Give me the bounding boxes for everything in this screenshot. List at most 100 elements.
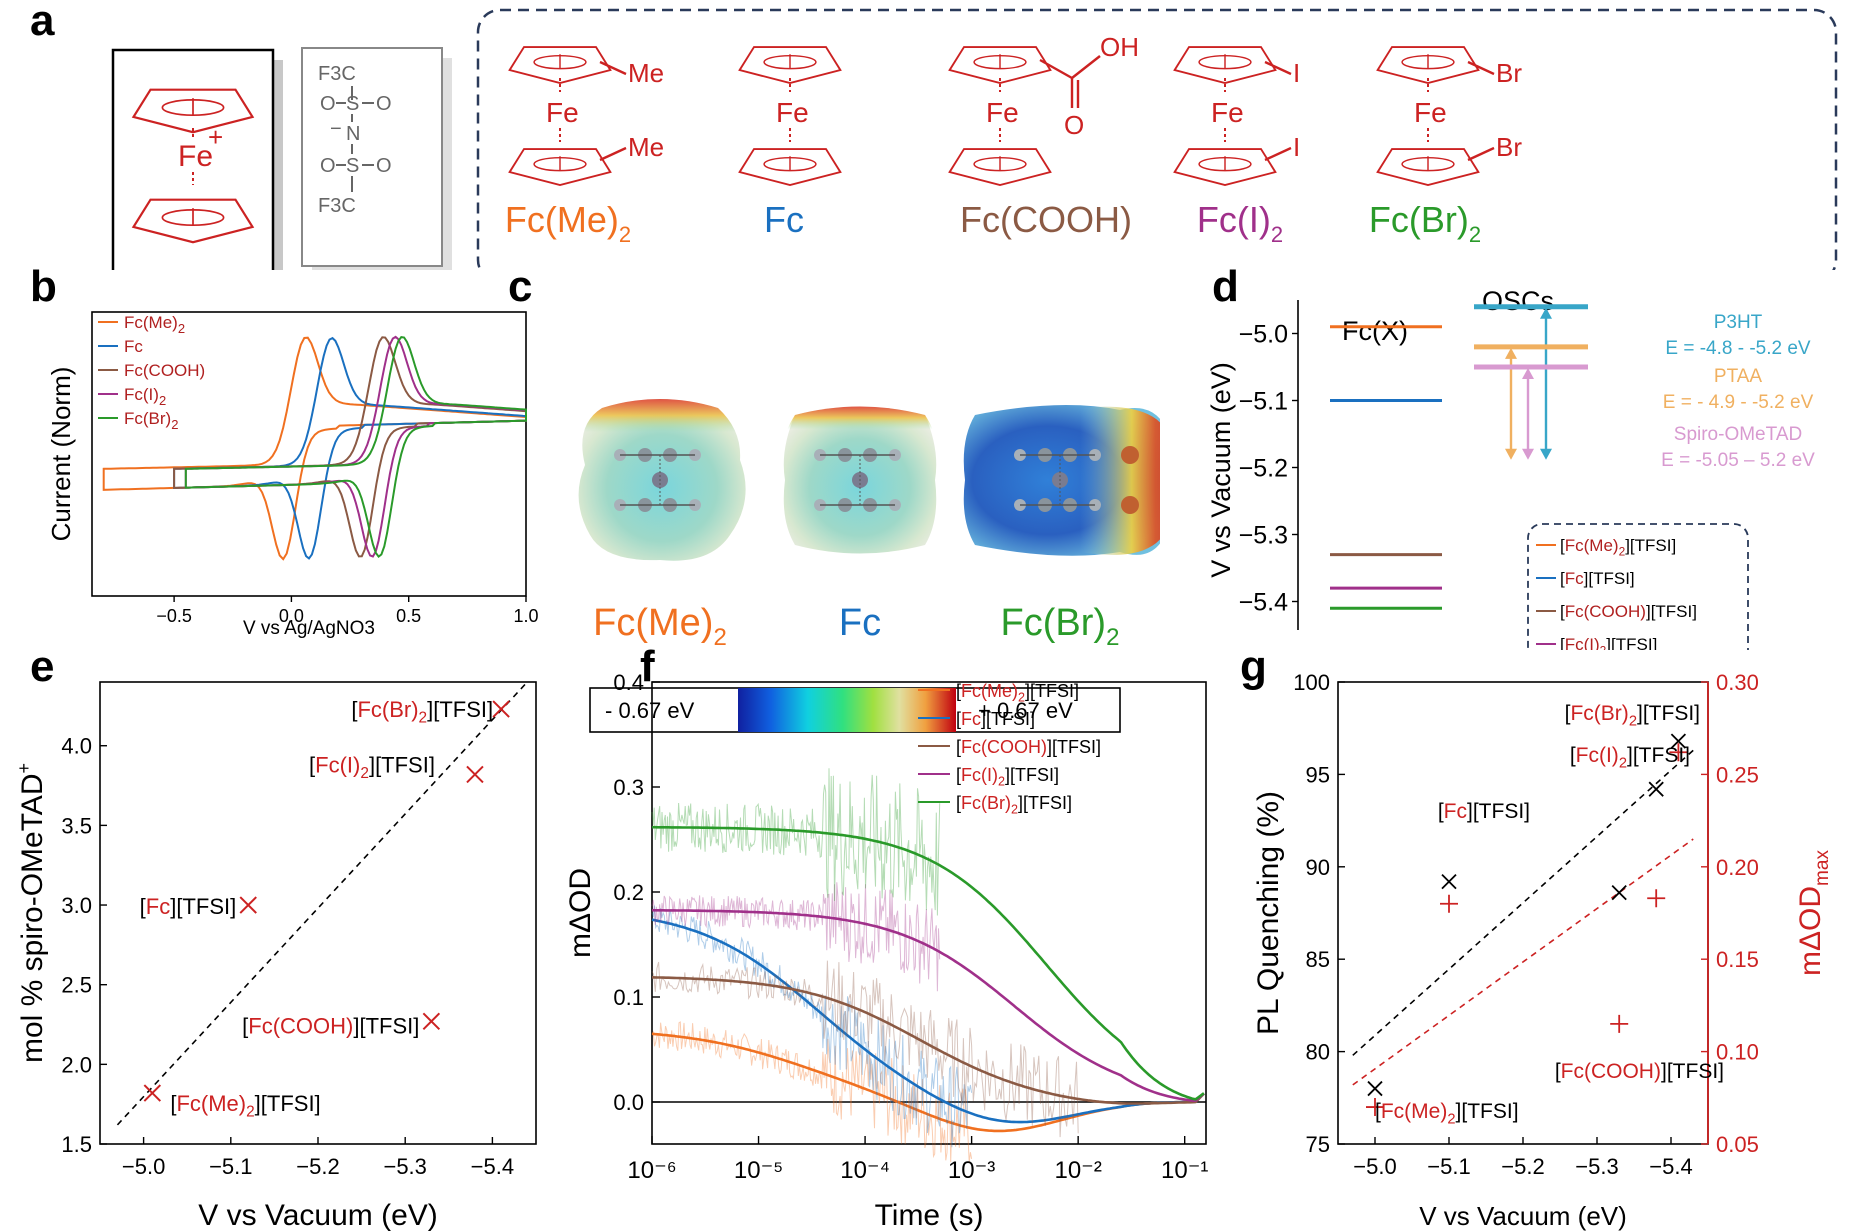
label-main: Fc(Me) (505, 199, 619, 240)
x-tick-label: −5.4 (471, 1154, 514, 1179)
bracket: ] (981, 709, 986, 729)
od-point (1669, 743, 1688, 762)
fc-name: Fc(Me) (176, 1091, 246, 1116)
bracket: [ (351, 697, 357, 722)
y-tick-label: 3.0 (61, 893, 92, 918)
legend-label: [Fc][TFSI] (956, 709, 1035, 729)
molecule-label: Fc(Br)2 (1369, 199, 1481, 247)
ferrocenium-box (111, 48, 275, 270)
bond (1264, 60, 1292, 76)
y-tick-label: 0.3 (613, 775, 644, 800)
panel-c: Fc(Me)2 Fc Fc(Br)2 - 0.67 eV + 0.67 eV (578, 399, 1160, 733)
arrow-head (1540, 307, 1552, 319)
y2-tick-label: 0.30 (1716, 670, 1759, 695)
label-main: Fc(COOH) (960, 199, 1132, 240)
bracket: ] (255, 1091, 261, 1116)
panel-label-g: g (1240, 642, 1267, 691)
fit-curve-1 (651, 918, 1205, 1124)
svg-text:O: O (376, 155, 392, 177)
xlabel-f: Time (s) (875, 1199, 984, 1231)
molecule-0: Fe Me Me Fc(Me)2 (505, 46, 664, 247)
fit-od (1352, 838, 1694, 1086)
legend-sub: 2 (159, 393, 166, 408)
bracket: ] (1606, 635, 1611, 650)
label-main: Fc(Br) (1369, 199, 1469, 240)
legend-label: Fc(COOH) (124, 361, 205, 380)
y-tick-label: 0.2 (613, 880, 644, 905)
bracket: [ (170, 1091, 176, 1116)
molecule-label: Fc (764, 199, 804, 240)
svg-text:N: N (346, 123, 360, 145)
substituent: I (1293, 132, 1300, 162)
osc-range: E = -4.8 - -5.2 eV (1665, 338, 1811, 359)
y2-tick-label: 0.10 (1716, 1040, 1759, 1065)
bracket: ] (1047, 737, 1052, 757)
x-tick-label: −5.2 (1501, 1154, 1544, 1179)
svg-text:S: S (346, 93, 359, 115)
fc-name: Fc (146, 894, 170, 919)
bracket: ] (1025, 681, 1030, 701)
text: [TFSI] (1633, 744, 1690, 767)
x-tick-label: −5.0 (1353, 1154, 1396, 1179)
panel-label-d: d (1212, 262, 1239, 311)
label-sub: 2 (619, 222, 631, 247)
bond (1264, 146, 1292, 162)
bond (599, 146, 627, 162)
osc-range: E = -5.05 – 5.2 eV (1661, 450, 1815, 471)
substituent: OH (1100, 32, 1139, 62)
ylabel-b: Current (Norm) (46, 367, 76, 542)
colorbar-gradient (738, 688, 956, 732)
cp-ring (1173, 46, 1277, 84)
fc-name: Fc(I) (1565, 635, 1600, 650)
legend-label: [Fc(COOH)][TFSI] (956, 737, 1101, 757)
x-tick-label: −5.4 (1649, 1154, 1692, 1179)
bracket: [ (956, 681, 961, 701)
substituent: I (1293, 58, 1300, 88)
svg-text:O: O (320, 93, 336, 115)
fit-curve-2 (651, 976, 1205, 1105)
svg-text:−: − (330, 118, 342, 140)
point-label: [Fc(COOH)][TFSI] (242, 1013, 419, 1038)
text: [TFSI] (433, 697, 493, 722)
pl-point (1670, 733, 1687, 749)
panel-f: 10⁻⁶ 10⁻⁵ 10⁻⁴ 10⁻³ 10⁻² 10⁻¹0.00.10.20.30.4 … (564, 670, 1208, 1231)
arrow-head (1522, 448, 1534, 460)
legend-main: Fc(I) (124, 385, 159, 404)
fe-label: Fe (546, 97, 579, 128)
svg-text:F3C: F3C (318, 195, 356, 217)
text: [TFSI] (1461, 1100, 1518, 1123)
text: [TFSI] (1023, 793, 1072, 813)
fe-label: Fe (1211, 97, 1244, 128)
y-tick-label: 90 (1306, 855, 1330, 880)
fc-name: Fc(Me) (1565, 536, 1619, 555)
panel-label-e: e (30, 642, 55, 691)
legend-main: Fc(COOH) (124, 361, 205, 380)
text: [TFSI] (1611, 635, 1657, 650)
fc-name: Fc(Br) (961, 793, 1011, 813)
y2-tick-label: 0.05 (1716, 1132, 1759, 1157)
panel-a: Fe + F3C O S O − N O S O F3C Fe Me Me Fc(Me… (111, 8, 1838, 270)
bracket: [ (956, 765, 961, 785)
y-tick-label: 3.5 (61, 813, 92, 838)
plot-frame-f (651, 681, 1207, 1145)
cp-ring-top (1173, 46, 1277, 84)
legend-sub: 2 (178, 321, 185, 336)
data-point (422, 1012, 441, 1031)
colorbar-min: - 0.67 eV (605, 698, 695, 723)
fc-name: Fc (1444, 800, 1467, 823)
molecule-label: Fc(COOH) (960, 199, 1132, 240)
bracket: ] (1646, 602, 1651, 621)
fe-label: Fe (178, 140, 213, 173)
x-tick-label: 10⁻⁴ (840, 1157, 890, 1184)
arrow-head (1505, 347, 1517, 359)
sub: 2 (1619, 755, 1627, 771)
xlabel-g: V vs Vacuum (eV) (1419, 1201, 1627, 1231)
raw-trace-4 (651, 768, 941, 916)
fc-name: Fc(Me) (1381, 1100, 1448, 1123)
panel-label-c: c (508, 262, 533, 311)
y-tick-label: 0.4 (613, 670, 644, 695)
derivatives-box (476, 8, 1838, 270)
bracket: [ (956, 709, 961, 729)
x-tick-label: −0.5 (156, 606, 192, 626)
point-label: [Fc(COOH)][TFSI] (1555, 1060, 1724, 1083)
